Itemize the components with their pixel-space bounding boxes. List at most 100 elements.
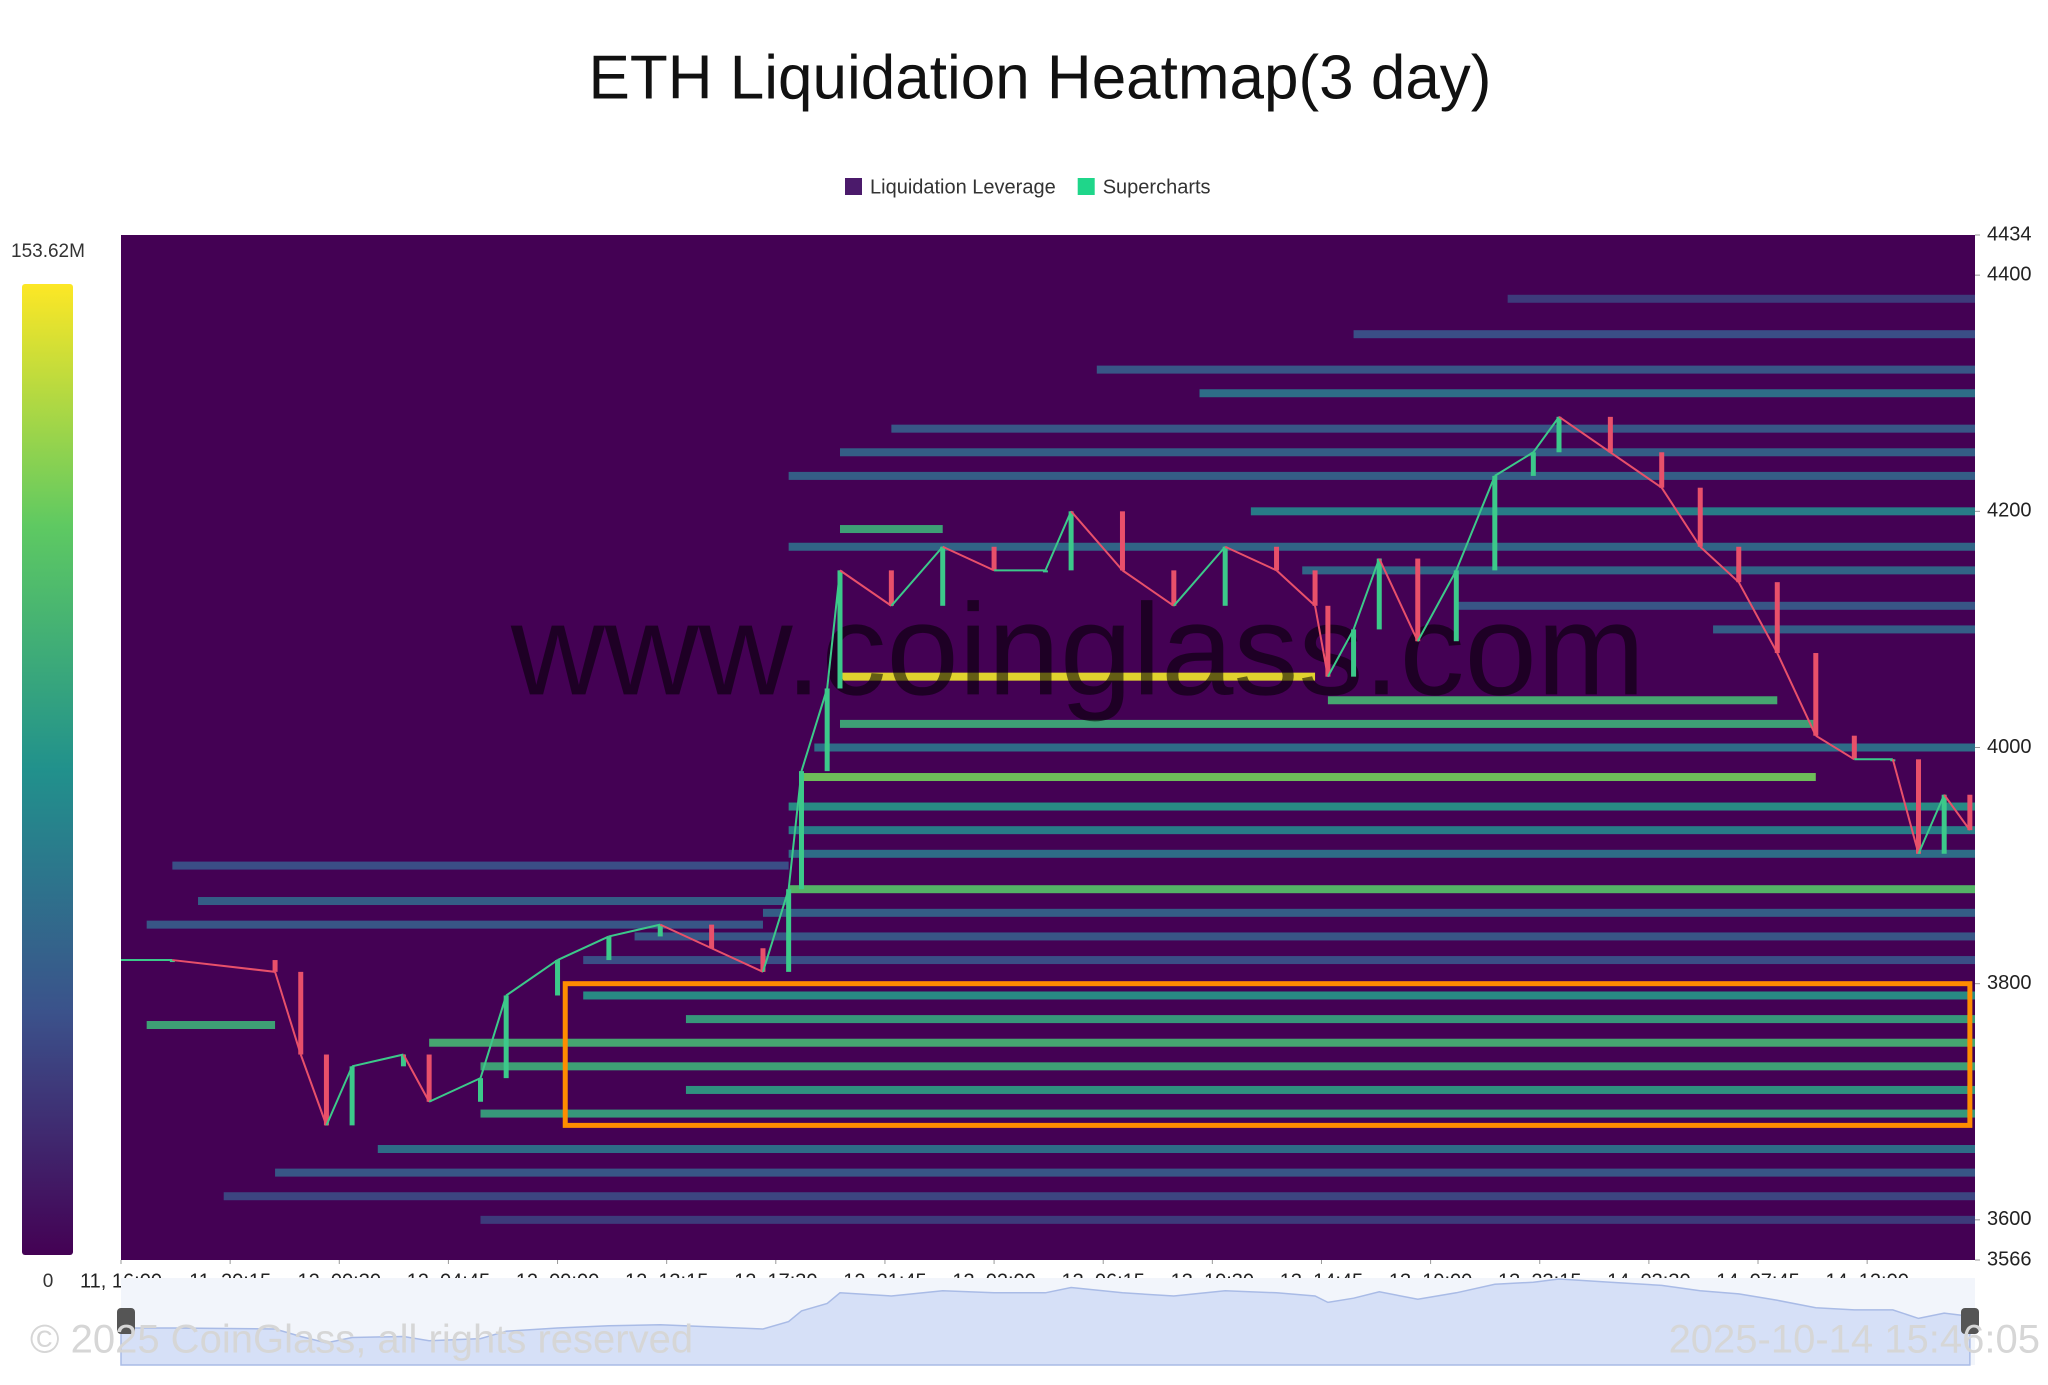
price-candle — [1916, 759, 1922, 854]
price-wick — [325, 1065, 354, 1126]
footer-timestamp: 2025-10-14 15:46:05 — [1669, 1318, 2040, 1362]
liquidation-level — [223, 1192, 1975, 1201]
liquidation-level — [788, 826, 1975, 835]
price-candle — [1222, 546, 1228, 606]
liquidation-level — [1713, 625, 1975, 634]
liquidation-level — [275, 1168, 1975, 1177]
price-candle — [272, 960, 278, 972]
price-wick — [608, 923, 661, 938]
liquidation-level — [840, 672, 1316, 681]
price-candle — [298, 971, 304, 1055]
legend-swatch — [845, 178, 862, 195]
price-candle — [837, 570, 843, 689]
liquidation-level — [1507, 294, 1975, 303]
y-tick-label: 4400 — [1987, 263, 2032, 285]
price-wick — [711, 947, 764, 973]
liquidation-level — [1302, 566, 1975, 575]
price-wick — [1044, 510, 1073, 571]
price-candle — [1697, 487, 1703, 547]
liquidation-level — [685, 1085, 1976, 1094]
colorbar-gradient — [22, 284, 73, 1255]
liquidation-level — [840, 719, 1816, 728]
price-wick — [1275, 569, 1316, 607]
liquidation-level — [480, 1215, 1976, 1224]
price-candle — [349, 1066, 355, 1126]
price-wick — [942, 545, 995, 572]
price-wick — [762, 888, 790, 973]
footer-copyright: © 2025 CoinGlass, all rights reserved — [30, 1318, 693, 1362]
liquidation-level — [788, 802, 1975, 811]
price-candle — [1530, 452, 1536, 476]
price-candle — [1492, 475, 1498, 571]
price-wick — [479, 995, 508, 1079]
liquidation-level — [429, 1038, 1975, 1047]
price-candle — [1274, 546, 1280, 571]
price-wick — [1327, 628, 1355, 678]
price-wick — [1776, 652, 1817, 737]
price-wick — [1737, 581, 1779, 654]
price-candle — [1556, 416, 1562, 453]
y-tick-label: 4000 — [1987, 736, 2032, 758]
liquidation-level — [1250, 507, 1975, 516]
price-wick — [1609, 451, 1663, 489]
price-wick — [1173, 546, 1226, 607]
legend-swatch — [1077, 178, 1095, 195]
price-candle — [1119, 511, 1125, 571]
price-wick — [839, 569, 892, 607]
price-candle — [1068, 511, 1074, 571]
price-candle — [824, 688, 830, 772]
price-candle — [1607, 416, 1613, 453]
price-candle — [709, 924, 715, 949]
price-candle — [1659, 452, 1665, 488]
price-candle — [503, 995, 509, 1079]
liquidation-level — [1456, 601, 1975, 610]
liquidation-level — [1199, 389, 1975, 398]
liquidation-level — [814, 743, 1975, 752]
price-wick — [351, 1053, 404, 1068]
colorbar-label: 153.62M — [11, 241, 85, 262]
price-candle — [1813, 653, 1819, 736]
navigator-handle[interactable] — [1961, 1308, 1979, 1334]
liquidation-level — [1096, 365, 1975, 374]
price-candle — [1453, 570, 1459, 642]
price-candle — [400, 1054, 406, 1067]
liquidation-level — [801, 773, 1816, 782]
navigator-handle[interactable] — [117, 1308, 135, 1334]
price-wick — [1532, 416, 1560, 453]
plot-area: www.coinglass.com — [121, 235, 1976, 1260]
liquidation-level — [583, 991, 1975, 1000]
price-candle — [1736, 546, 1742, 583]
y-tick-label: 4434 — [1987, 223, 2032, 245]
price-wick — [1891, 759, 1920, 855]
price-wick — [890, 546, 944, 607]
y-tick-label: 3566 — [1987, 1248, 2032, 1270]
liquidation-level — [198, 897, 789, 906]
price-wick — [505, 959, 559, 997]
liquidation-level — [1353, 330, 1975, 339]
legend-label: Supercharts — [1103, 176, 1211, 198]
price-candle — [991, 546, 997, 571]
watermark: www.coinglass.com — [510, 576, 1645, 722]
liquidation-level — [685, 1015, 1976, 1024]
price-wick — [1121, 569, 1175, 607]
price-wick — [1815, 734, 1855, 761]
price-candle — [323, 1054, 329, 1126]
price-candle — [1967, 794, 1973, 831]
y-tick-label: 4200 — [1987, 500, 2032, 522]
price-candle — [786, 889, 792, 972]
price-candle — [1312, 570, 1318, 606]
price-wick — [659, 923, 713, 950]
price-candle — [1325, 605, 1331, 677]
liquidation-level — [788, 542, 1975, 551]
highlight-box — [562, 981, 1973, 1128]
price-wick — [1699, 546, 1740, 583]
price-candle — [1415, 558, 1421, 642]
price-wick — [1943, 794, 1971, 831]
liquidation-level — [480, 1062, 1976, 1071]
price-wick — [1558, 416, 1611, 454]
price-candle — [1171, 570, 1177, 606]
colorbar: 0 153.62M — [11, 241, 85, 1292]
price-wick — [1378, 558, 1419, 642]
price-candle — [940, 546, 946, 606]
